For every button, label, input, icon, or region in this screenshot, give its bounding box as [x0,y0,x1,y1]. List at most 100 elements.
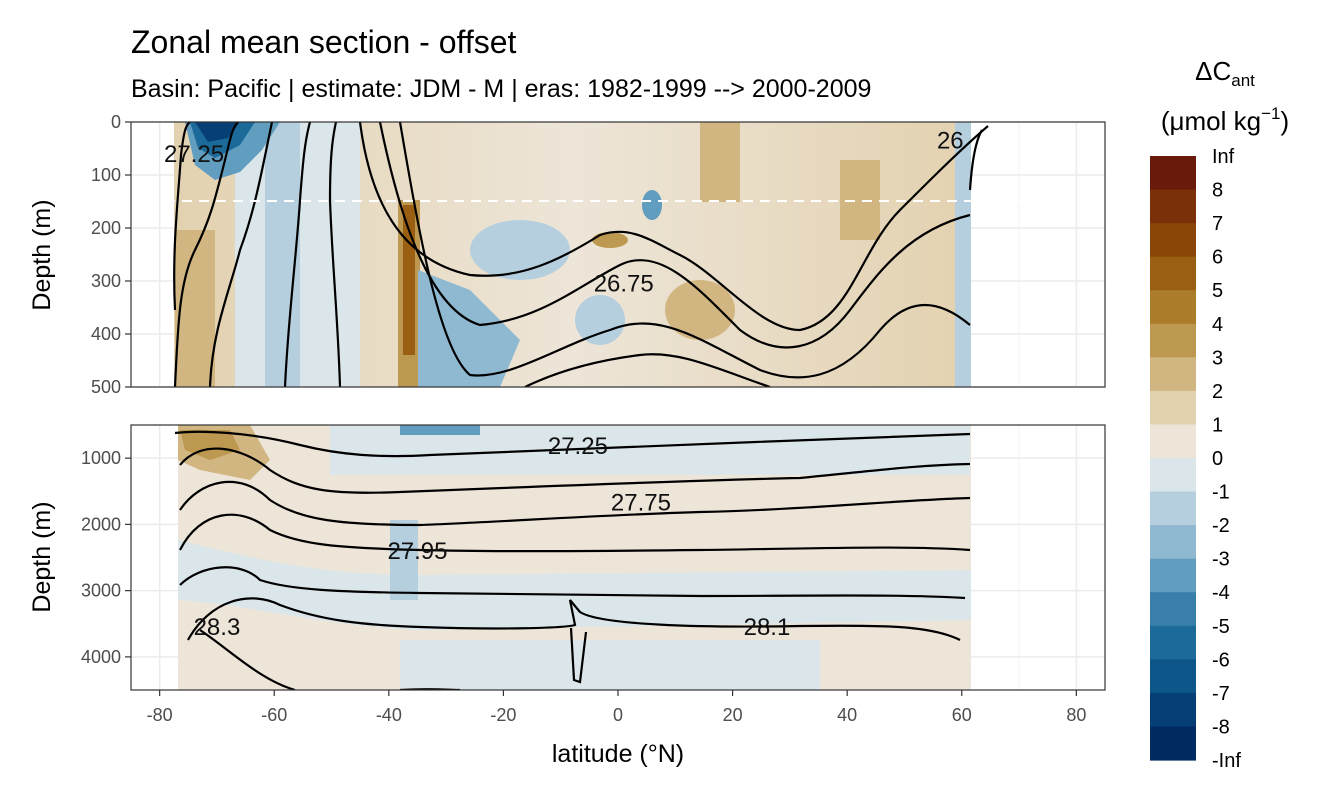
upper-isopycnal-line [398,122,971,379]
legend-label: 7 [1212,213,1223,235]
isopycnal-label: 27.25 [164,141,224,168]
x-tick-label: 60 [952,705,972,725]
upper-brown-strip-1 [700,122,740,202]
legend-label: 1 [1212,414,1223,436]
legend-labels: Inf 8 7 6 5 4 3 2 1 0 -1 -2 -3 -4 -5 -6 -7 -8 -Inf [1212,146,1241,772]
legend-swatch [1150,625,1196,660]
legend-unit-sup: −1 [1261,104,1280,123]
legend-label: 0 [1212,448,1223,470]
x-tick-label: -60 [261,705,287,725]
legend-swatches [1150,156,1196,761]
legend-swatch [1150,458,1196,493]
upper-blue-strip-east [955,122,971,387]
upper-isopycnal-line [173,122,191,311]
legend-swatch [1150,659,1196,694]
x-tick-label: 40 [837,705,857,725]
legend-swatch [1150,290,1196,325]
legend-label: -Inf [1212,750,1241,772]
legend-unit-suffix: ) [1280,106,1289,136]
legend-unit-prefix: (μmol kg [1161,106,1261,136]
legend-label: 6 [1212,247,1223,269]
x-tick-label: -40 [376,705,402,725]
lower-isopycnal-line [179,480,971,527]
legend-swatch [1150,390,1196,426]
y-axis-title-upper: Depth (m) [28,199,56,310]
legend-swatch [1150,558,1196,593]
y-tick-label: 300 [91,271,121,291]
legend-swatch [1150,189,1196,224]
x-axis-title: latitude (°N) [552,740,684,768]
x-tick-label: 80 [1066,705,1086,725]
legend-label: -8 [1212,716,1230,738]
legend-swatch [1150,156,1196,191]
legend-swatch [1150,592,1196,627]
y-tick-label: 400 [91,324,121,344]
upper-isopycnal-line [328,122,342,387]
legend-label: -1 [1212,482,1230,504]
lower-isopycnal-line [569,627,588,684]
isopycnal-label: 26 [937,128,964,155]
lower-east-block [820,625,960,690]
legend-swatch [1150,323,1196,358]
y-tick-label: 0 [111,112,121,132]
y-tick-label: 4000 [81,647,121,667]
legend-label: -2 [1212,515,1230,537]
legend-label: -5 [1212,616,1230,638]
y-tick-label: 2000 [81,514,121,534]
isopycnal-label: 28.3 [194,614,241,641]
legend-unit: (μmol kg−1) [1161,104,1289,136]
lower-isopycnal-line [187,597,961,641]
legend-swatch [1150,525,1196,560]
isopycnal-label: 27.75 [611,490,671,517]
upper-isopycnal-line [283,122,312,387]
chart-subtitle: Basin: Pacific | estimate: JDM - M | era… [131,75,872,103]
legend-swatch [1150,726,1196,761]
isopycnal-label: 28.1 [744,614,791,641]
x-axis-ticks: -80 -60 -40 -20 0 20 40 60 80 [147,690,1086,725]
contour-labels-lower: 27.25 27.75 27.95 28.3 28.1 [194,433,791,641]
upper-isopycnal-line [208,122,274,387]
legend-title-main: ΔC [1195,56,1231,86]
lower-blue-patch-1 [390,520,418,600]
legend-label: 2 [1212,381,1223,403]
lower-blue-upper-strip [400,425,480,435]
legend-label: 3 [1212,347,1223,369]
legend-swatch [1150,424,1196,459]
lower-blue-layer [178,540,971,630]
legend-title: ΔCant [1195,56,1255,90]
y-tick-label: 3000 [81,581,121,601]
upper-isopycnal-line [173,122,239,387]
lower-isopycnal-line [199,629,296,690]
legend-label: -3 [1212,549,1230,571]
lower-isopycnal-line [179,566,966,600]
isopycnal-label: 26.75 [594,271,654,298]
legend-swatch [1150,692,1196,728]
legend-swatch [1150,357,1196,392]
isopycnal-label: 27.95 [387,538,447,565]
legend-swatch [1150,223,1196,258]
isopycnal-label: 27.25 [548,433,608,460]
upper-blue-band-2 [265,122,300,387]
colorbar-legend: ΔCant (μmol kg−1) Inf 8 7 6 5 4 3 2 1 0 -1 -2 -3 -4 -5… [1150,56,1289,772]
upper-blue-spot [642,190,662,220]
upper-isopycnal-line [968,129,983,191]
contour-labels-upper: 27.25 26 26.75 [164,128,964,298]
chart-title: Zonal mean section - offset [131,24,517,60]
x-tick-label: -20 [490,705,516,725]
y-axis-title-lower: Depth (m) [28,501,56,612]
x-tick-label: 0 [613,705,623,725]
upper-blue-patch-2 [575,295,625,345]
legend-label: -7 [1212,683,1230,705]
upper-brown-column-west [175,230,215,387]
legend-label: -6 [1212,649,1230,671]
y-tick-labels-upper: 0 100 200 300 400 500 [91,112,131,397]
y-tick-label: 1000 [81,448,121,468]
panel-lower: 1000 2000 3000 4000 27.25 27.75 27.95 28.3 28.1 [81,424,1106,691]
lower-field [174,425,971,690]
legend-label: 8 [1212,180,1223,202]
panel-upper-border [130,121,1106,388]
lower-isopycnal-line [179,447,971,494]
upper-brown-blob [665,280,735,340]
panel-upper: 0 100 200 300 400 500 27.25 26 26.75 [91,112,1106,397]
lower-blue-layer-deep [400,640,820,690]
